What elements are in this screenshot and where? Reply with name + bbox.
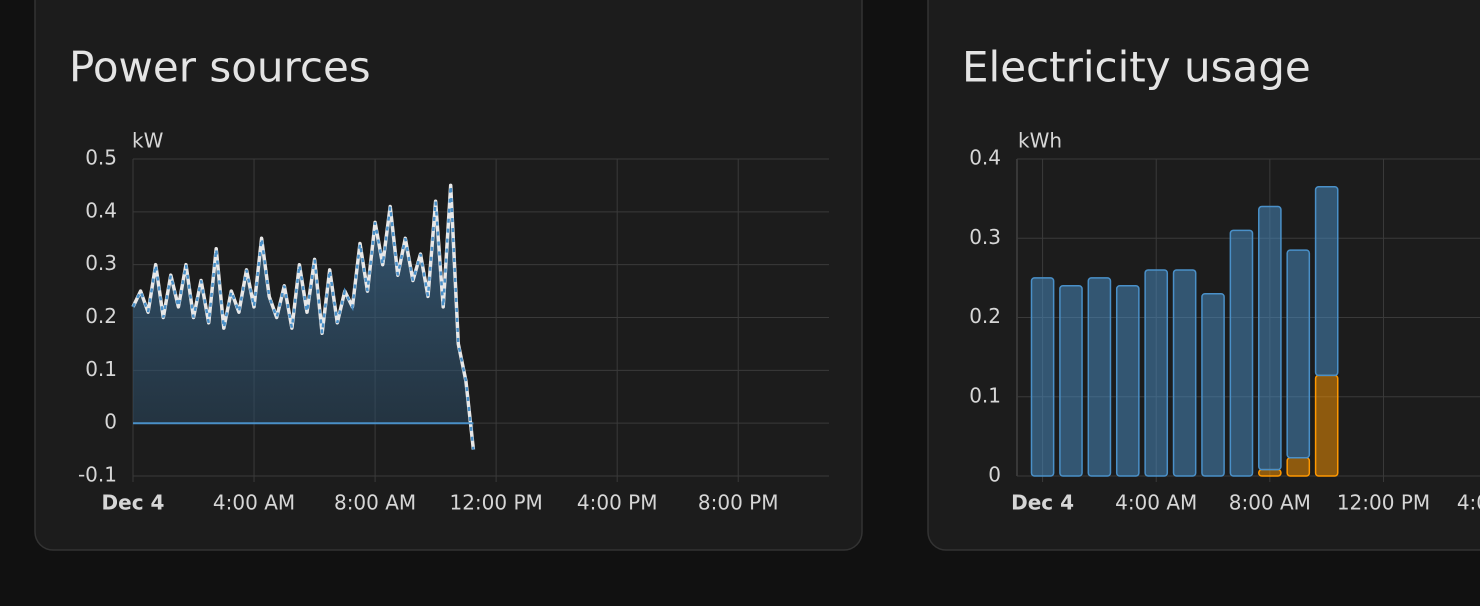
x-tick-label: 12:00 PM [449,491,542,515]
y-tick-label: 0.4 [85,198,117,222]
y-tick-label: 0.2 [969,304,1001,328]
bar-segment [1286,457,1311,477]
y-tick-label: 0.1 [85,357,117,381]
line [131,185,475,450]
x-tick-label: 8:00 AM [1229,491,1311,515]
y-tick-label: 0.4 [969,146,1001,170]
bar-segment [1258,468,1282,477]
bar-segment [1115,285,1140,477]
x-tick-label: 8:00 PM [698,491,779,515]
x-tick-label: 4:00 AM [1115,491,1197,515]
x-tick-label: Dec 4 [102,491,165,515]
unit-label: kWh [1018,129,1062,153]
bar-segment [1144,269,1169,477]
bar-segment [1201,292,1225,477]
bar-segment [1087,277,1112,477]
bar-segment [1314,374,1339,477]
card-title: Power sources [69,43,371,92]
y-tick-label: 0.3 [969,225,1001,249]
bar-segment [1258,205,1282,471]
x-tick-label: Dec 4 [1011,491,1074,515]
x-tick-label: 4:00 AM [213,491,295,515]
area [133,185,474,450]
y-tick-label: 0.1 [969,383,1001,407]
bar-segment [1229,229,1254,477]
y-tick-label: -0.1 [78,463,117,487]
bar-segment [1314,185,1339,377]
unit-label: kW [132,129,164,153]
y-tick-label: 0 [988,463,1001,487]
x-tick-label: 4:00 PM [1457,491,1480,515]
bar-segment [1172,269,1197,477]
y-tick-label: 0.5 [85,146,117,170]
y-tick-label: 0 [104,410,117,434]
x-tick-label: 4:00 PM [577,491,658,515]
bar-segment [1059,285,1083,477]
y-tick-label: 0.2 [85,304,117,328]
x-tick-label: 8:00 AM [334,491,416,515]
y-tick-label: 0.3 [85,251,117,275]
x-tick-label: 12:00 PM [1337,491,1430,515]
bar-segment [1030,277,1055,477]
bar-segment [1286,249,1311,459]
card-title: Electricity usage [962,43,1311,92]
